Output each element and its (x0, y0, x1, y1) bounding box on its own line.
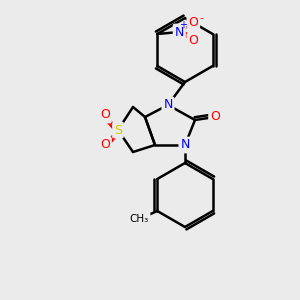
Text: N: N (180, 139, 190, 152)
Text: N: N (175, 26, 184, 38)
Text: CH₃: CH₃ (130, 214, 149, 224)
Text: N: N (163, 98, 173, 112)
Text: O: O (188, 34, 198, 47)
Text: -: - (199, 13, 203, 23)
Text: +: + (179, 20, 187, 30)
Text: S: S (114, 124, 122, 136)
Text: O: O (188, 16, 198, 29)
Text: O: O (100, 109, 110, 122)
Text: O: O (210, 110, 220, 124)
Text: O: O (100, 139, 110, 152)
